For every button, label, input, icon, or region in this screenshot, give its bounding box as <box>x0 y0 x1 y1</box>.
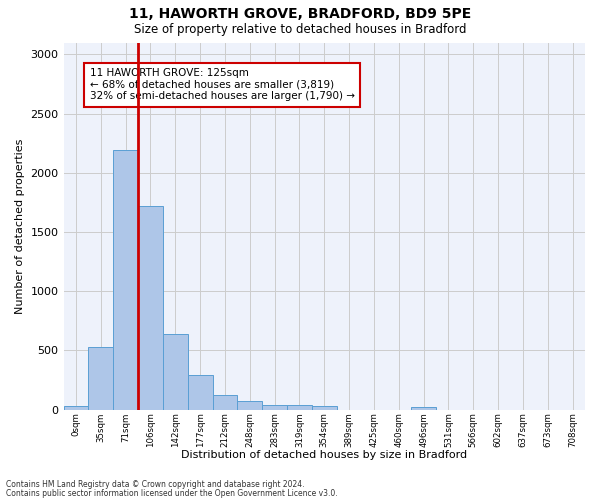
X-axis label: Distribution of detached houses by size in Bradford: Distribution of detached houses by size … <box>181 450 467 460</box>
Bar <box>312 406 337 409</box>
Bar <box>113 150 138 410</box>
Bar <box>212 395 238 409</box>
Text: 11, HAWORTH GROVE, BRADFORD, BD9 5PE: 11, HAWORTH GROVE, BRADFORD, BD9 5PE <box>129 8 471 22</box>
Y-axis label: Number of detached properties: Number of detached properties <box>15 138 25 314</box>
Bar <box>88 348 113 410</box>
Text: Contains HM Land Registry data © Crown copyright and database right 2024.: Contains HM Land Registry data © Crown c… <box>6 480 305 489</box>
Text: 11 HAWORTH GROVE: 125sqm
← 68% of detached houses are smaller (3,819)
32% of sem: 11 HAWORTH GROVE: 125sqm ← 68% of detach… <box>89 68 355 102</box>
Bar <box>64 406 88 409</box>
Bar <box>138 206 163 410</box>
Text: Contains public sector information licensed under the Open Government Licence v3: Contains public sector information licen… <box>6 488 338 498</box>
Bar <box>188 375 212 410</box>
Bar <box>411 406 436 410</box>
Bar <box>287 405 312 409</box>
Bar <box>238 402 262 409</box>
Text: Size of property relative to detached houses in Bradford: Size of property relative to detached ho… <box>134 22 466 36</box>
Bar <box>262 405 287 409</box>
Bar <box>163 334 188 409</box>
